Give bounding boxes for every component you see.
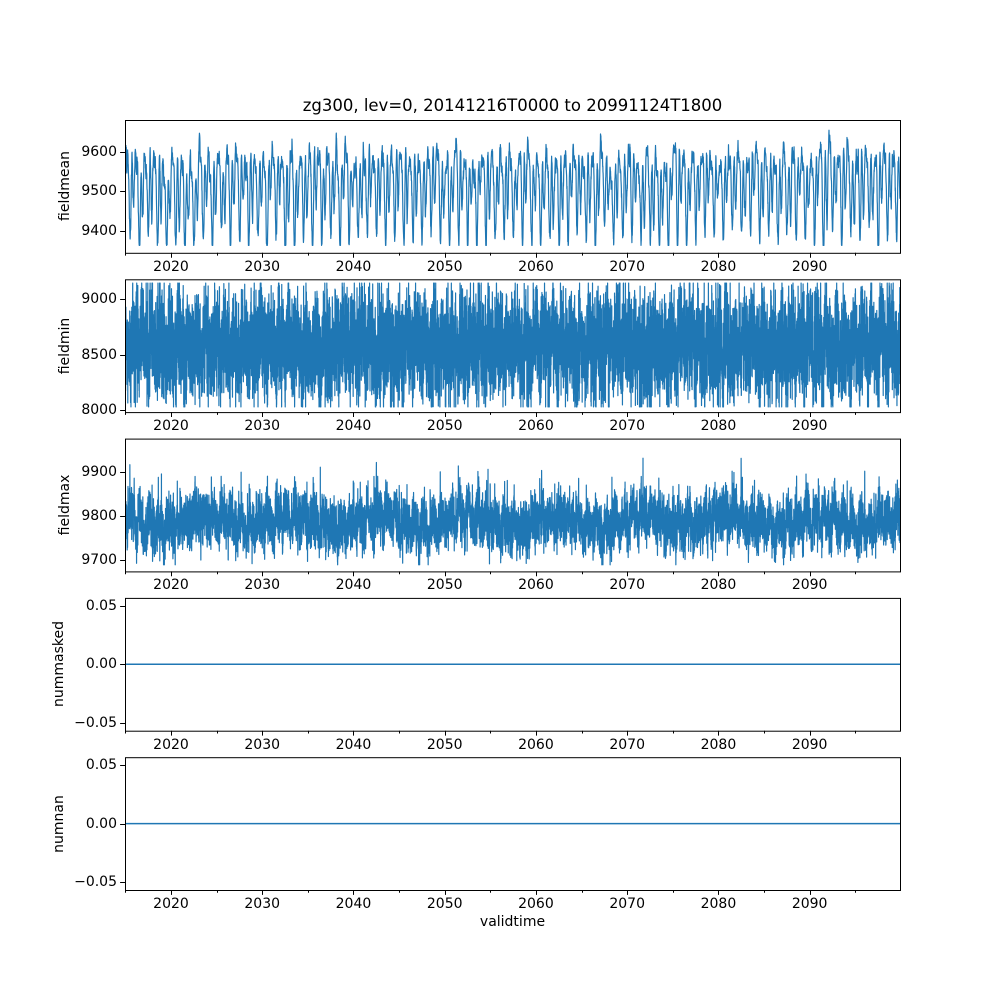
y-tick-label: 0.05: [85, 597, 117, 614]
y-axis-label-fieldmean: fieldmean: [57, 151, 73, 222]
x-tick-label: 2070: [609, 896, 646, 912]
y-tick-label: 9500: [81, 183, 117, 200]
y-tick-label: 8000: [81, 401, 117, 418]
x-tick-label: 2030: [244, 896, 281, 912]
y-tick-label: 0.05: [85, 757, 117, 774]
x-tick-label: 2050: [426, 258, 463, 275]
x-tick-label: 2020: [153, 258, 189, 275]
y-axis-label-numnan: numnan: [51, 794, 67, 853]
x-tick-label: 2090: [791, 896, 828, 912]
x-tick-label: 2020: [153, 896, 189, 912]
y-tick-label: 9600: [81, 144, 117, 161]
figure-title: zg300, lev=0, 20141216T0000 to 20991124T…: [302, 96, 723, 115]
y-tick-label: 9400: [81, 222, 117, 239]
y-tick-label: 0.00: [85, 656, 117, 673]
x-tick-label: 2080: [700, 258, 737, 275]
x-tick-label: 2060: [518, 896, 554, 912]
x-tick-label: 2050: [426, 418, 463, 435]
x-tick-label: 2020: [153, 418, 189, 435]
x-tick-label: 2040: [335, 577, 372, 594]
x-tick-label: 2070: [609, 736, 646, 753]
y-tick-label: 8500: [81, 346, 117, 363]
x-tick-label: 2020: [153, 577, 189, 594]
x-axis-label: validtime: [479, 914, 546, 930]
x-tick-label: 2030: [244, 418, 281, 435]
x-tick-label: 2050: [426, 736, 463, 753]
x-tick-label: 2070: [609, 577, 646, 594]
x-tick-label: 2040: [335, 896, 372, 912]
y-tick-label: −0.05: [74, 874, 117, 891]
x-tick-label: 2090: [791, 258, 828, 275]
x-tick-label: 2040: [335, 736, 372, 753]
x-tick-label: 2030: [244, 577, 281, 594]
y-axis-label-fieldmin: fieldmin: [57, 317, 73, 374]
x-tick-label: 2060: [518, 736, 554, 753]
x-tick-label: 2050: [426, 896, 463, 912]
x-tick-label: 2080: [700, 577, 737, 594]
y-axis-label-fieldmax: fieldmax: [57, 474, 73, 536]
y-tick-label: 9900: [81, 464, 117, 481]
y-tick-label: −0.05: [74, 714, 117, 731]
x-tick-label: 2080: [700, 418, 737, 435]
x-tick-label: 2090: [791, 577, 828, 594]
x-tick-label: 2090: [791, 418, 828, 435]
x-tick-label: 2030: [244, 736, 281, 753]
y-tick-label: 9000: [81, 291, 117, 308]
y-axis-label-nummasked: nummasked: [51, 621, 67, 708]
x-tick-label: 2040: [335, 418, 372, 435]
x-tick-label: 2060: [518, 258, 554, 275]
x-tick-label: 2030: [244, 258, 281, 275]
x-tick-label: 2090: [791, 736, 828, 753]
y-tick-label: 9800: [81, 507, 117, 524]
x-tick-label: 2070: [609, 418, 646, 435]
y-tick-label: 9700: [81, 551, 117, 568]
x-tick-label: 2080: [700, 736, 737, 753]
x-tick-label: 2020: [153, 736, 189, 753]
x-tick-label: 2050: [426, 577, 463, 594]
x-tick-label: 2080: [700, 896, 737, 912]
x-tick-label: 2040: [335, 258, 372, 275]
y-tick-label: 0.00: [85, 815, 117, 832]
x-tick-label: 2060: [518, 577, 554, 594]
x-tick-label: 2070: [609, 258, 646, 275]
x-tick-label: 2060: [518, 418, 554, 435]
